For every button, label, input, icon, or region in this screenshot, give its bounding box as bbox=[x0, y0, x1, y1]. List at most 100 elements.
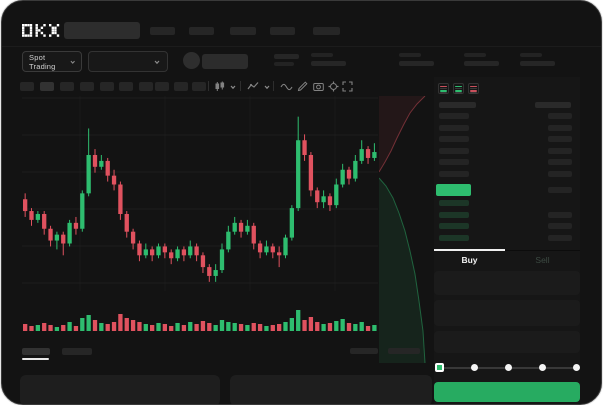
toolbar-divider bbox=[208, 81, 209, 91]
amount-input[interactable] bbox=[434, 300, 580, 326]
chevron-down-icon bbox=[154, 60, 160, 64]
last-price-placeholder bbox=[274, 54, 299, 59]
fullscreen-icon[interactable] bbox=[342, 81, 353, 92]
orderbook-header-amount bbox=[535, 102, 571, 108]
stat-value-3 bbox=[464, 61, 499, 66]
buy-submit-button[interactable] bbox=[434, 382, 580, 402]
candlestick-chart[interactable] bbox=[22, 96, 378, 336]
total-input[interactable] bbox=[434, 331, 580, 353]
market-type-label: Spot Trading bbox=[29, 52, 56, 71]
buy-tab-indicator bbox=[434, 249, 505, 251]
orderbook-panel: Buy Sell bbox=[434, 77, 580, 404]
search-input[interactable] bbox=[64, 22, 140, 39]
indicators-icon[interactable] bbox=[247, 81, 259, 92]
camera-snapshot-icon[interactable] bbox=[313, 81, 324, 92]
amount-bar bbox=[548, 147, 572, 154]
slider-stop-3[interactable] bbox=[539, 364, 546, 371]
orderbook-ask-row[interactable] bbox=[434, 159, 580, 165]
stat-label-3 bbox=[464, 53, 486, 57]
price-bar bbox=[439, 159, 469, 165]
slider-handle[interactable] bbox=[435, 363, 444, 372]
amount-bar bbox=[548, 223, 572, 229]
orderbook-ask-row[interactable] bbox=[434, 170, 580, 177]
stat-value-2 bbox=[399, 61, 434, 66]
amount-bar bbox=[548, 113, 572, 119]
indicators-chevron-icon[interactable] bbox=[264, 84, 270, 90]
timeframe-button-4[interactable] bbox=[80, 82, 94, 91]
timeframe-button-1[interactable] bbox=[20, 82, 34, 91]
timeframe-button-10[interactable] bbox=[192, 82, 206, 91]
nav-item-3[interactable] bbox=[230, 27, 256, 35]
orderbook-amount-bar bbox=[548, 187, 572, 193]
amount-bar bbox=[548, 136, 572, 142]
slider-stop-4[interactable] bbox=[573, 364, 580, 371]
timeframe-button-7[interactable] bbox=[139, 82, 153, 91]
chart-type-icon[interactable] bbox=[214, 81, 226, 92]
orderbook-ask-row[interactable] bbox=[434, 136, 580, 142]
nav-item-2[interactable] bbox=[189, 27, 214, 35]
orderbook-bids-view-icon[interactable] bbox=[453, 83, 464, 94]
depth-chart[interactable] bbox=[379, 96, 433, 363]
sell-tab[interactable]: Sell bbox=[535, 255, 550, 265]
chart-tab-indicator bbox=[22, 358, 49, 360]
pair-name-placeholder[interactable] bbox=[202, 54, 248, 69]
slider-stop-2[interactable] bbox=[505, 364, 512, 371]
orderbook-bid-row[interactable] bbox=[434, 234, 580, 241]
nav-item-1[interactable] bbox=[150, 27, 175, 35]
orderbook-ask-row[interactable] bbox=[434, 124, 580, 131]
price-bar bbox=[439, 200, 469, 206]
line-tool-icon[interactable] bbox=[280, 82, 293, 92]
amount-bar bbox=[548, 124, 572, 131]
stat-label-4 bbox=[520, 53, 542, 57]
orders-history-panel[interactable] bbox=[20, 375, 220, 404]
coin-avatar bbox=[183, 52, 200, 69]
stat-value-4 bbox=[520, 61, 555, 66]
orderbook-bid-row[interactable] bbox=[434, 200, 580, 206]
orderbook-bid-row[interactable] bbox=[434, 223, 580, 229]
timeframe-button-9[interactable] bbox=[174, 82, 188, 91]
timeframe-button-8[interactable] bbox=[155, 82, 169, 91]
orderbook-ask-row[interactable] bbox=[434, 113, 580, 119]
price-bar bbox=[439, 170, 469, 177]
fiat-price-placeholder bbox=[274, 62, 294, 66]
amount-bar bbox=[548, 170, 572, 177]
settings-gear-icon[interactable] bbox=[328, 81, 339, 92]
nav-item-4[interactable] bbox=[270, 27, 295, 35]
toolbar-divider bbox=[240, 81, 241, 91]
price-bar bbox=[439, 113, 469, 119]
buy-tab[interactable]: Buy bbox=[461, 255, 478, 265]
slider-stop-1[interactable] bbox=[471, 364, 478, 371]
orderbook-last-price-badge[interactable] bbox=[436, 184, 471, 196]
stat-label-2 bbox=[399, 53, 421, 57]
price-bar bbox=[439, 147, 469, 154]
nav-item-5[interactable] bbox=[313, 27, 340, 35]
price-bar bbox=[439, 234, 469, 241]
amount-bar bbox=[548, 234, 572, 241]
orderbook-ask-row[interactable] bbox=[434, 147, 580, 154]
price-bar bbox=[439, 211, 469, 218]
timeframe-button-2[interactable] bbox=[40, 82, 54, 91]
timeframe-button-6[interactable] bbox=[119, 82, 133, 91]
orderbook-combined-view-icon[interactable] bbox=[438, 83, 449, 94]
chart-type-chevron-icon[interactable] bbox=[230, 84, 236, 90]
trades-panel[interactable] bbox=[230, 375, 432, 404]
orderbook-asks-view-icon[interactable] bbox=[468, 83, 479, 94]
toolbar-divider bbox=[273, 81, 274, 91]
draw-pencil-icon[interactable] bbox=[297, 81, 308, 92]
chart-tab-2[interactable] bbox=[62, 348, 92, 355]
amount-bar bbox=[548, 211, 572, 218]
chart-tab-active[interactable] bbox=[22, 348, 50, 355]
orderbook-bid-row[interactable] bbox=[434, 211, 580, 218]
chevron-down-icon bbox=[70, 60, 75, 64]
price-bar bbox=[439, 223, 469, 229]
chart-footer-item-2[interactable] bbox=[388, 348, 420, 354]
price-input[interactable] bbox=[434, 271, 580, 295]
chart-footer-item-1[interactable] bbox=[350, 348, 378, 354]
okx-logo[interactable] bbox=[22, 24, 62, 37]
pair-selector[interactable] bbox=[88, 51, 168, 72]
timeframe-button-3[interactable] bbox=[60, 82, 74, 91]
timeframe-button-5[interactable] bbox=[100, 82, 114, 91]
market-type-selector[interactable]: Spot Trading bbox=[22, 51, 82, 72]
stat-value-1 bbox=[311, 61, 346, 66]
